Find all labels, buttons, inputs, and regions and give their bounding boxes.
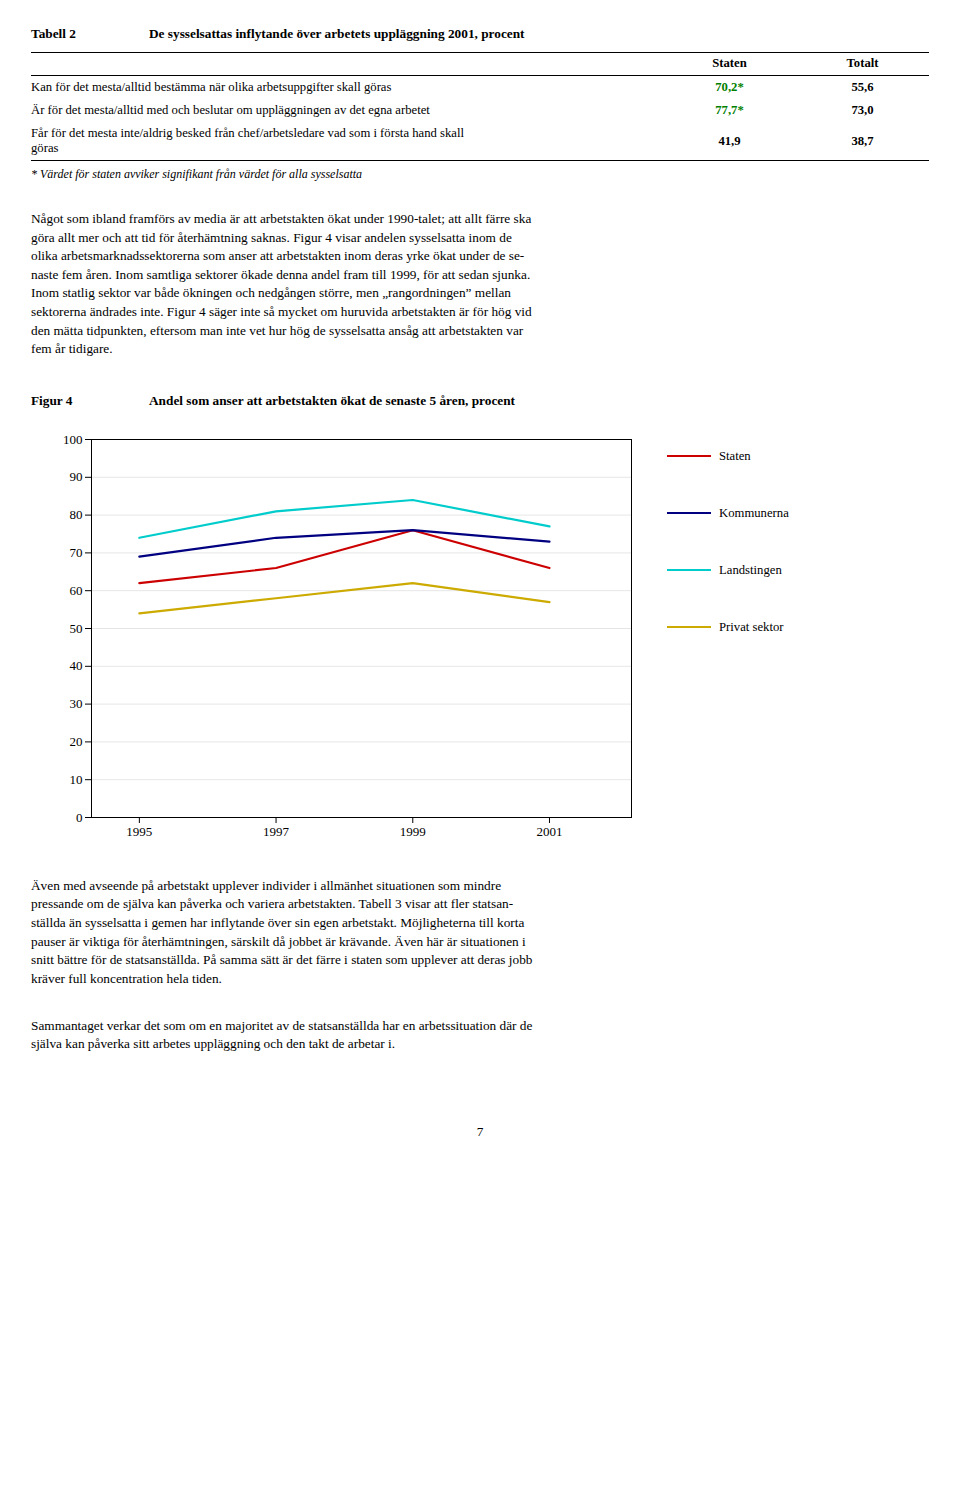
html-text:38,7: 38,7 [851, 133, 874, 148]
html-text:kräver full koncentration hela: kräver full koncentration hela tiden. [31, 970, 222, 986]
html-text:olika arbetsmarknadssektorerna: olika arbetsmarknadssektorerna som anser… [31, 248, 525, 264]
svg-text:10: 10 [70, 772, 83, 787]
html-text:70,2*: 70,2* [715, 80, 744, 94]
svg-text:1997: 1997 [263, 824, 290, 839]
svg-text:0: 0 [76, 810, 83, 825]
html-text:Privat sektor: Privat sektor [719, 619, 784, 634]
html-text:sektorerna ändrades inte. Figu: sektorerna ändrades inte. Figur 4 säger … [31, 304, 532, 319]
html-text:Får för det mesta inte/aldrig: Får för det mesta inte/aldrig besked frå… [31, 126, 464, 140]
html-text:Något som ibland framförs av m: Något som ibland framförs av media är at… [31, 211, 532, 226]
html-text:göras: göras [31, 141, 59, 155]
html-text:Kan för det mesta/alltid bestä: Kan för det mesta/alltid bestämma när ol… [31, 80, 392, 94]
html-text:ställda än sysselsatta i gemen: ställda än sysselsatta i gemen har infly… [31, 915, 525, 931]
html-text:pauser är viktiga för återhämt: pauser är viktiga för återhämtningen, sä… [31, 933, 526, 949]
html-text:Totalt: Totalt [846, 56, 879, 70]
html-text:55,6: 55,6 [851, 80, 874, 94]
html-text:* Värdet för staten avviker si: * Värdet för staten avviker signifikant … [31, 167, 363, 181]
html-text:naste fem åren. Inom samtliga: naste fem åren. Inom samtliga sektorer ö… [31, 266, 531, 282]
svg-text:90: 90 [70, 469, 83, 484]
svg-text:30: 30 [70, 696, 83, 711]
html-text:Staten: Staten [719, 448, 751, 463]
html-text:Sammantaget verkar det som om: Sammantaget verkar det som om en majorit… [31, 1017, 533, 1033]
html-text:pressande om de själva kan påv: pressande om de själva kan påverka och v… [31, 896, 514, 912]
html-text:snitt bättre för de statsanstä: snitt bättre för de statsanställda. På s… [31, 952, 533, 968]
html-text:De sysselsattas inflytande öve: De sysselsattas inflytande över arbetets… [149, 26, 525, 41]
svg-text:2001: 2001 [536, 824, 562, 839]
html-text:Landstingen: Landstingen [719, 562, 782, 577]
html-text:Kommunerna: Kommunerna [719, 505, 789, 520]
svg-text:20: 20 [70, 734, 83, 749]
html-text:den mätta tidpunkten, eftersom: den mätta tidpunkten, eftersom man inte … [31, 322, 524, 338]
svg-text:50: 50 [70, 621, 83, 636]
svg-text:40: 40 [70, 658, 83, 673]
html-text:göra allt mer och att tid för: göra allt mer och att tid för återhämtni… [31, 229, 512, 245]
html-text:Även med avseende på arbetstak: Även med avseende på arbetstakt upplever… [31, 877, 502, 893]
svg-text:1995: 1995 [126, 824, 152, 839]
html-text:Tabell 2: Tabell 2 [31, 26, 76, 41]
html-text:Staten: Staten [712, 56, 747, 70]
html-text:7: 7 [476, 1123, 484, 1139]
html-text:77,7*: 77,7* [715, 103, 744, 117]
html-text:fem år tidigare.: fem år tidigare. [31, 341, 113, 357]
svg-text:70: 70 [70, 545, 83, 560]
svg-text:100: 100 [63, 432, 83, 447]
svg-text:60: 60 [70, 583, 83, 598]
html-text:41,9: 41,9 [718, 133, 741, 148]
html-text:Är för det mesta/alltid med oc: Är för det mesta/alltid med och beslutar… [31, 103, 430, 117]
svg-text:1999: 1999 [400, 824, 426, 839]
html-text:Figur 4: Figur 4 [31, 392, 73, 408]
html-text:73,0: 73,0 [851, 103, 874, 117]
html-text:själva kan påverka sitt arbete: själva kan påverka sitt arbetes uppläggn… [31, 1036, 396, 1052]
html-text:Andel som anser att arbetstakt: Andel som anser att arbetstakten ökat de… [149, 392, 515, 408]
svg-text:80: 80 [70, 507, 83, 522]
html-text:Inom statlig sektor var både ö: Inom statlig sektor var både ökningen oc… [31, 285, 511, 301]
